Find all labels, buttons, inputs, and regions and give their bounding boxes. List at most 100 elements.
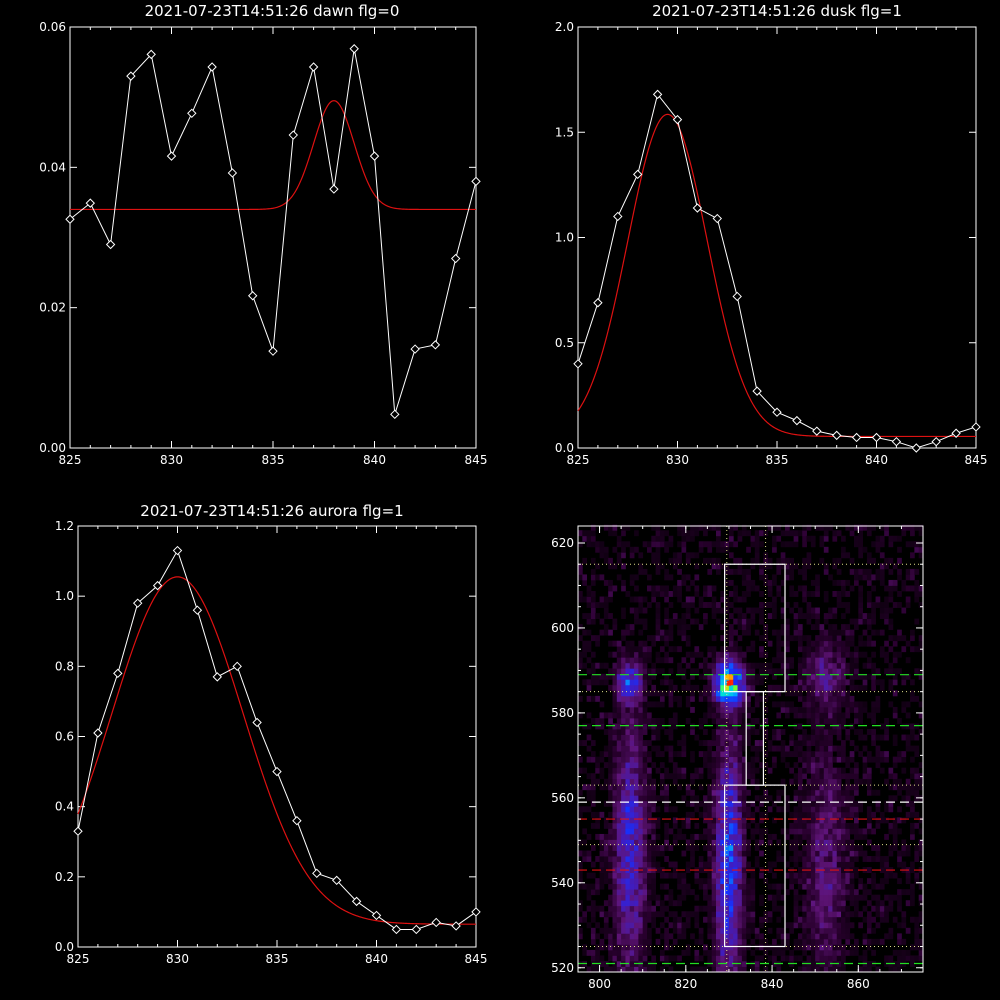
heatmap-cell [634, 618, 639, 625]
heatmap-cell [707, 806, 713, 813]
heatmap-cell [625, 701, 631, 708]
heatmap-cell [841, 629, 846, 636]
heatmap-cell [728, 916, 734, 923]
heatmap-cell [828, 878, 833, 885]
heatmap-cell [875, 800, 881, 807]
heatmap-cell [810, 717, 816, 724]
heatmap-cell [728, 524, 734, 531]
heatmap-cell [608, 944, 613, 951]
heatmap-cell [625, 872, 631, 879]
heatmap-cell [716, 856, 721, 862]
heatmap-cell [767, 668, 773, 675]
heatmap-cell [603, 922, 609, 929]
heatmap-cell [918, 955, 924, 962]
heatmap-cell [690, 850, 695, 857]
heatmap-cell [793, 590, 799, 597]
heatmap-cell [897, 535, 902, 542]
heatmap-cell [720, 734, 726, 741]
heatmap-cell [681, 850, 687, 857]
heatmap-cell [806, 635, 812, 642]
heatmap-cell [629, 629, 635, 636]
heatmap-cell [741, 933, 747, 940]
heatmap-cell [832, 922, 838, 929]
heatmap-cell [797, 856, 803, 862]
heatmap-cell [711, 751, 717, 758]
heatmap-cell [664, 679, 669, 686]
heatmap-cell [703, 602, 708, 608]
heatmap-cell [724, 762, 730, 769]
heatmap-cell [884, 668, 889, 675]
heatmap-cell [776, 557, 782, 564]
heatmap-cell [599, 767, 605, 774]
heatmap-cell [797, 811, 803, 818]
heatmap-cell [832, 944, 838, 951]
panel-aurora: 2021-07-23T14:51:26 aurora flg=1 825 830 8… [55, 502, 488, 966]
heatmap-cell [737, 883, 743, 890]
heatmap-cell [690, 751, 695, 758]
x-tick-label: 835 [266, 952, 289, 966]
heatmap-cell [711, 602, 717, 608]
heatmap-cell [841, 800, 846, 807]
heatmap-cell [897, 955, 902, 962]
heatmap-cell [724, 800, 730, 807]
heatmap-cell [659, 905, 665, 912]
heatmap-cell [655, 590, 661, 597]
heatmap-cell [655, 867, 661, 873]
heatmap-cell [797, 568, 803, 575]
heatmap-cell [862, 662, 868, 669]
heatmap-cell [586, 789, 592, 796]
heatmap-cell [612, 839, 618, 846]
heatmap-cell [901, 635, 907, 642]
heatmap-cell [832, 773, 838, 780]
heatmap-cell [832, 817, 838, 824]
heatmap-cell [849, 524, 855, 531]
heatmap-cell [901, 922, 907, 929]
x-tick-label: 840 [363, 453, 386, 467]
heatmap-cell [638, 679, 644, 686]
heatmap-cell [603, 712, 609, 719]
data-point [292, 815, 302, 826]
heatmap-cell [797, 822, 803, 829]
heatmap-cell [810, 966, 816, 973]
heatmap-cell [815, 745, 820, 752]
heatmap-cell [703, 833, 708, 840]
heatmap-cell [711, 695, 717, 702]
heatmap-cell [793, 624, 799, 631]
heatmap-cell [638, 773, 644, 780]
heatmap-cell [586, 856, 592, 862]
heatmap-cell [793, 944, 799, 951]
heatmap-cell [862, 679, 868, 686]
heatmap-cell [815, 795, 820, 802]
heatmap-cell [720, 690, 726, 697]
heatmap-cell [879, 723, 885, 730]
heatmap-cell [642, 811, 648, 818]
heatmap-cell [720, 817, 726, 824]
heatmap-cell [746, 822, 751, 829]
heatmap-cell [879, 563, 885, 570]
heatmap-cell [888, 535, 894, 542]
heatmap-cell [672, 613, 678, 619]
heatmap-cell [823, 955, 829, 962]
heatmap-cell [797, 778, 803, 785]
heatmap-cell [668, 861, 674, 868]
heatmap-cell [806, 767, 812, 774]
heatmap-cell [711, 916, 717, 923]
heatmap-cell [767, 740, 773, 746]
heatmap-cell [672, 872, 678, 879]
heatmap-cell [815, 817, 820, 824]
heatmap-cell [634, 717, 639, 724]
heatmap-cell [871, 845, 876, 851]
heatmap-cell [621, 773, 626, 780]
heatmap-cell [746, 944, 751, 951]
heatmap-cell [737, 933, 743, 940]
heatmap-cell [647, 723, 652, 730]
heatmap-cell [914, 695, 920, 702]
heatmap-cell [832, 966, 838, 973]
heatmap-cell [724, 861, 730, 868]
heatmap-cell [698, 717, 704, 724]
heatmap-cell [741, 938, 747, 945]
heatmap-cell [884, 729, 889, 735]
heatmap-cell [621, 811, 626, 818]
heatmap-cell [603, 613, 609, 619]
heatmap-cell [849, 701, 855, 708]
